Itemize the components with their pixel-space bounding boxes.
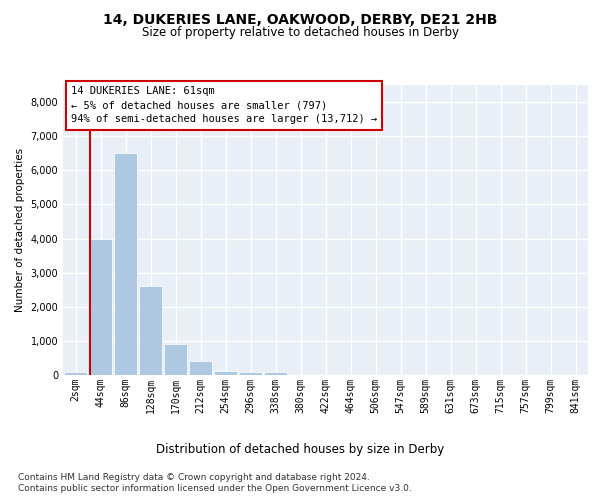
Text: Contains public sector information licensed under the Open Government Licence v3: Contains public sector information licen…: [18, 484, 412, 493]
Text: Contains HM Land Registry data © Crown copyright and database right 2024.: Contains HM Land Registry data © Crown c…: [18, 472, 370, 482]
Bar: [164, 344, 187, 375]
Bar: [239, 372, 262, 375]
Bar: [114, 153, 137, 375]
Text: Size of property relative to detached houses in Derby: Size of property relative to detached ho…: [142, 26, 458, 39]
Bar: [89, 238, 112, 375]
Bar: [139, 286, 162, 375]
Bar: [189, 362, 212, 375]
Y-axis label: Number of detached properties: Number of detached properties: [15, 148, 25, 312]
Bar: [64, 372, 87, 375]
Text: 14 DUKERIES LANE: 61sqm
← 5% of detached houses are smaller (797)
94% of semi-de: 14 DUKERIES LANE: 61sqm ← 5% of detached…: [71, 86, 377, 124]
Text: 14, DUKERIES LANE, OAKWOOD, DERBY, DE21 2HB: 14, DUKERIES LANE, OAKWOOD, DERBY, DE21 …: [103, 12, 497, 26]
Text: Distribution of detached houses by size in Derby: Distribution of detached houses by size …: [156, 442, 444, 456]
Bar: [264, 372, 287, 375]
Bar: [214, 370, 237, 375]
